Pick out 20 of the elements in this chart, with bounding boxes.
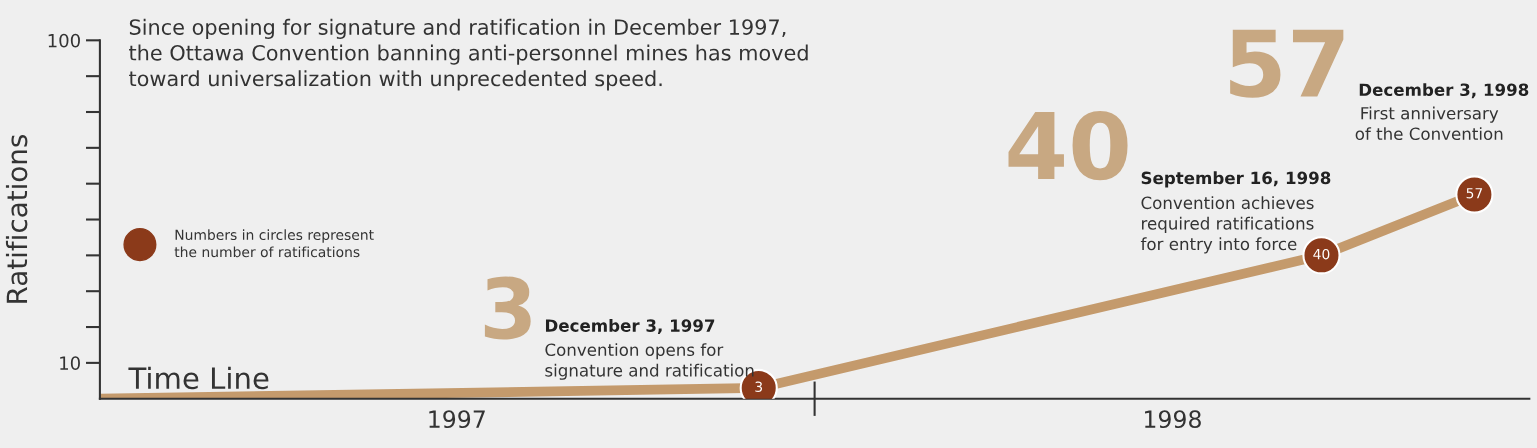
annotation: 57 xyxy=(1230,29,1344,98)
x-tick-label: 1998 xyxy=(1145,410,1201,429)
x-tick-label: 1997 xyxy=(429,410,485,429)
annotation: Convention opens for signature and ratification xyxy=(545,343,754,380)
y-axis-title: Ratifications xyxy=(5,134,28,303)
annotation: Numbers in circles represent the number of ratifications xyxy=(174,229,374,258)
y-tick-label: 100 xyxy=(48,33,80,48)
data-label: 57 xyxy=(1466,188,1483,199)
annotation: 3 xyxy=(484,276,531,340)
annotation: September 16, 1998 xyxy=(1141,171,1331,188)
data-label: 40 xyxy=(1313,248,1330,260)
y-tick-label: 10 xyxy=(60,356,80,370)
annotation: First anniversary of the Convention xyxy=(1355,106,1503,141)
annotation: Since opening for signature and ratification in December 1997, the Ottawa Convention banning anti-personnel mines has moved toward universalization with unprecedented speed. xyxy=(129,18,808,91)
annotation: December 3, 1998 xyxy=(1359,83,1529,99)
annotation: December 3, 1997 xyxy=(545,318,715,335)
annotation: Time Line xyxy=(128,366,269,390)
data-label: 3 xyxy=(755,381,763,392)
annotation: Convention achieves required ratifications for entry into force xyxy=(1140,196,1314,254)
annotation: 40 xyxy=(1008,110,1128,181)
